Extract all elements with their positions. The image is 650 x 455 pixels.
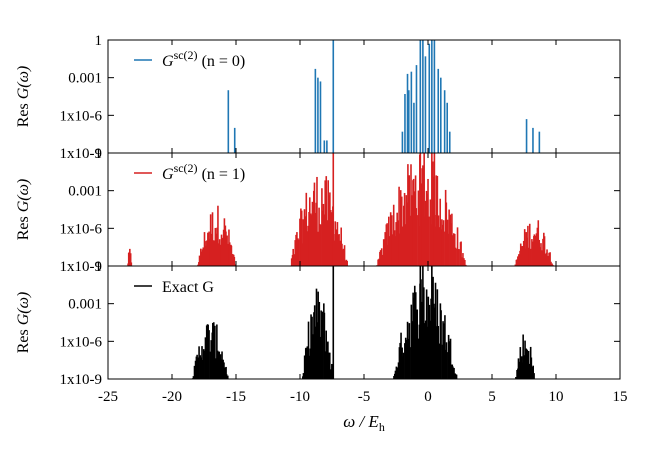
xtick-label-8: 15 <box>613 389 628 405</box>
xtick-label-2: -15 <box>226 389 246 405</box>
xtick-label-1: -20 <box>162 389 182 405</box>
panel-2: 1 0.001 1x10-6 1x10-9 Res G(ω) Gsc(2) (n = 1) <box>15 146 621 275</box>
xtick-label-7: 10 <box>549 389 564 405</box>
ytick-label-2-1: 0.001 <box>68 184 102 200</box>
ytick-label-3-0: 1 <box>95 259 103 275</box>
xtick-label-0: -25 <box>98 389 118 405</box>
ylabel-1: Res G(ω) <box>15 66 32 128</box>
ytick-label-3-2: 1x10-6 <box>60 334 103 350</box>
ytick-label-2-2: 1x10-6 <box>60 221 103 237</box>
ytick-label-2-0: 1 <box>95 146 103 162</box>
xtick-label-3: -10 <box>290 389 310 405</box>
ytick-label-1-1: 0.001 <box>68 71 102 87</box>
ylabel-3: Res G(ω) <box>15 292 32 354</box>
x-axis-label: ω / Eh <box>343 412 385 434</box>
panel-1: 1 0.001 1x10-6 1x10-9 Res G(ω) Gsc(2) (n = 0) <box>15 33 621 162</box>
ytick-label-1-2: 1x10-6 <box>60 108 103 124</box>
legend-label-3: Exact G <box>162 279 214 296</box>
ytick-label-1-3: 1x10-9 <box>60 146 103 162</box>
xtick-label-5: 0 <box>424 389 432 405</box>
panel-3: 1 0.001 1x10-6 1x10-9 Res G(ω) Exact G <box>15 259 621 388</box>
xtick-label-6: 5 <box>488 389 496 405</box>
ytick-label-1-0: 1 <box>95 33 103 49</box>
ytick-label-3-1: 0.001 <box>68 297 102 313</box>
ytick-label-3-3: 1x10-9 <box>60 372 103 388</box>
legend-label-2: Gsc(2) (n = 1) <box>162 161 245 183</box>
xtick-label-4: -5 <box>358 389 371 405</box>
ylabel-2: Res G(ω) <box>15 179 32 241</box>
legend-label-1: Gsc(2) (n = 0) <box>162 48 245 70</box>
ytick-label-2-3: 1x10-9 <box>60 259 103 275</box>
